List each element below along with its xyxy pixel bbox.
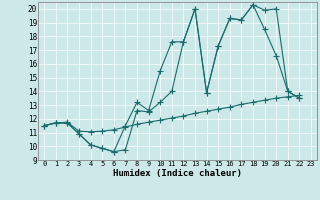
X-axis label: Humidex (Indice chaleur): Humidex (Indice chaleur) <box>113 169 242 178</box>
